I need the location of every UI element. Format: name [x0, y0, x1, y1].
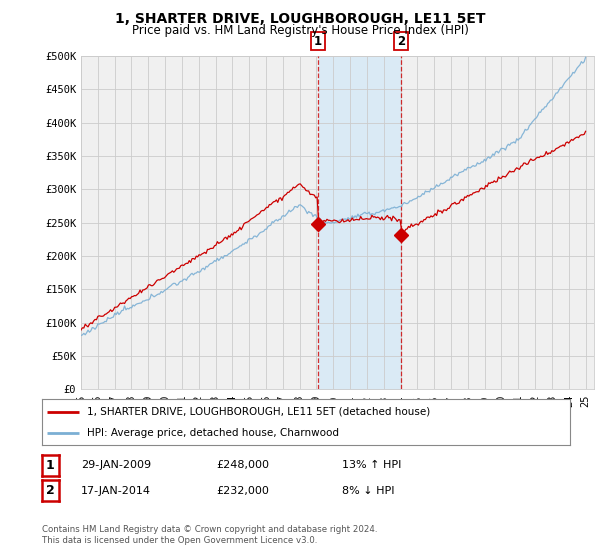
Text: 17-JAN-2014: 17-JAN-2014 [81, 486, 151, 496]
Text: 13% ↑ HPI: 13% ↑ HPI [342, 460, 401, 470]
Text: 2: 2 [397, 35, 406, 48]
Text: HPI: Average price, detached house, Charnwood: HPI: Average price, detached house, Char… [87, 428, 339, 438]
Text: 1: 1 [314, 35, 322, 48]
Text: 8% ↓ HPI: 8% ↓ HPI [342, 486, 395, 496]
Text: Price paid vs. HM Land Registry's House Price Index (HPI): Price paid vs. HM Land Registry's House … [131, 24, 469, 37]
Text: 1, SHARTER DRIVE, LOUGHBOROUGH, LE11 5ET (detached house): 1, SHARTER DRIVE, LOUGHBOROUGH, LE11 5ET… [87, 407, 430, 417]
Text: 29-JAN-2009: 29-JAN-2009 [81, 460, 151, 470]
Text: £248,000: £248,000 [216, 460, 269, 470]
Text: 1: 1 [46, 459, 55, 472]
Text: £232,000: £232,000 [216, 486, 269, 496]
Text: 2: 2 [46, 484, 55, 497]
Text: Contains HM Land Registry data © Crown copyright and database right 2024.
This d: Contains HM Land Registry data © Crown c… [42, 525, 377, 545]
Text: 1, SHARTER DRIVE, LOUGHBOROUGH, LE11 5ET: 1, SHARTER DRIVE, LOUGHBOROUGH, LE11 5ET [115, 12, 485, 26]
